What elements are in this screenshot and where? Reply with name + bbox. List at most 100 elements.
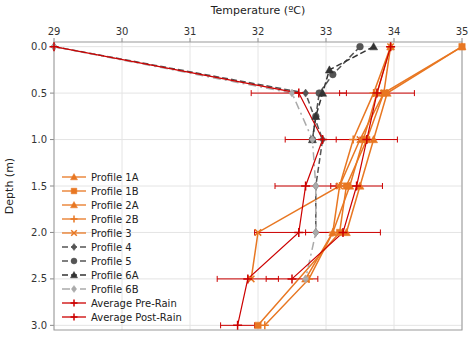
data-point	[309, 136, 315, 144]
legend-marker	[71, 300, 78, 307]
tick-label: 35	[456, 26, 469, 37]
series-line	[258, 47, 462, 326]
data-point	[386, 42, 395, 51]
data-point	[336, 182, 344, 190]
data-point	[381, 90, 387, 96]
tick-mark	[54, 38, 55, 42]
legend-marker	[71, 286, 76, 293]
tick-label: 1.0	[31, 134, 47, 145]
legend-item: Profile 4	[62, 242, 132, 253]
tick-mark	[50, 186, 54, 187]
legend-item: Profile 1B	[62, 186, 139, 197]
tick-label: 30	[116, 26, 129, 37]
data-point	[319, 89, 327, 96]
tick-mark	[50, 325, 54, 326]
tick-mark	[50, 278, 54, 279]
data-point	[255, 322, 261, 328]
legend-item: Profile 2B	[62, 214, 139, 225]
legend-label: Average Post-Rain	[91, 312, 182, 323]
legend-marker	[71, 272, 78, 278]
series-line	[292, 47, 391, 279]
data-point	[313, 182, 319, 190]
data-point	[318, 135, 327, 144]
data-point	[301, 182, 310, 191]
data-point	[313, 228, 319, 236]
tick-mark	[190, 38, 191, 42]
tick-label: 0.5	[31, 88, 47, 99]
data-point	[349, 136, 357, 144]
series-lines	[54, 44, 462, 329]
tick-mark	[394, 38, 395, 42]
data-point	[312, 113, 319, 120]
legend-marker	[71, 174, 78, 180]
series-markers	[50, 42, 467, 330]
data-point	[387, 43, 395, 51]
data-point	[308, 136, 316, 143]
legend-item: Average Pre-Rain	[62, 298, 177, 309]
legend-label: Average Pre-Rain	[91, 298, 177, 309]
data-point	[357, 136, 363, 142]
data-point	[313, 182, 319, 190]
data-point	[362, 135, 371, 144]
tick-mark	[326, 38, 327, 42]
tick-mark	[50, 232, 54, 233]
data-point	[289, 89, 295, 97]
legend-marker	[71, 314, 78, 321]
data-point	[303, 89, 309, 97]
data-point	[325, 66, 333, 73]
grid-line	[54, 46, 462, 47]
legend-marker	[71, 258, 77, 264]
legend-label: Profile 1B	[91, 186, 139, 197]
data-point	[312, 112, 320, 119]
plot-frame	[54, 42, 462, 330]
grid	[54, 42, 462, 330]
tick-label: 32	[252, 26, 265, 37]
data-point	[255, 229, 261, 235]
legend-label: Profile 5	[91, 256, 132, 267]
x-axis-label: Temperature (ºC)	[210, 4, 306, 17]
tick-label: 0.0	[31, 41, 47, 52]
tick-label: 33	[320, 26, 333, 37]
data-point	[261, 321, 269, 329]
legend-label: Profile 6A	[91, 270, 139, 281]
legend-item: Profile 6A	[62, 270, 139, 281]
data-point	[294, 228, 303, 237]
tick-label: 34	[388, 26, 401, 37]
tick-mark	[50, 93, 54, 94]
legend-item: Profile 2A	[62, 200, 139, 211]
tick-label: 2.5	[31, 273, 47, 284]
data-point	[329, 228, 337, 235]
series-line	[54, 47, 316, 279]
data-point	[243, 274, 252, 283]
data-point	[313, 228, 319, 236]
legend-marker	[71, 244, 76, 251]
data-point	[381, 90, 387, 96]
data-point	[294, 89, 303, 98]
series-line	[346, 47, 462, 233]
legend-item: Profile 5	[62, 256, 132, 267]
legend-label: Profile 3	[91, 228, 132, 239]
data-point	[459, 43, 465, 49]
legend-item: Average Post-Rain	[62, 312, 182, 323]
data-point	[309, 136, 316, 143]
tick-label: 2.0	[31, 227, 47, 238]
legend-label: Profile 2B	[91, 214, 139, 225]
data-point	[288, 274, 297, 283]
grid-line	[54, 139, 462, 140]
y-axis-label: Depth (m)	[3, 158, 16, 214]
data-point	[233, 321, 242, 330]
tick-mark	[258, 38, 259, 42]
data-point	[329, 228, 337, 236]
tick-label: 1.5	[31, 181, 47, 192]
series-line	[54, 47, 323, 233]
legend-marker	[71, 188, 77, 194]
legend-marker	[71, 230, 77, 236]
tick-label: 29	[48, 26, 61, 37]
legend-label: Profile 1A	[91, 172, 139, 183]
legend: Profile 1A Profile 1B Profile 2A Profile 2B…	[62, 172, 182, 323]
tick-mark	[50, 139, 54, 140]
legend-label: Profile 4	[91, 242, 132, 253]
data-point	[373, 89, 382, 98]
data-point	[50, 42, 59, 51]
data-point	[336, 183, 342, 189]
